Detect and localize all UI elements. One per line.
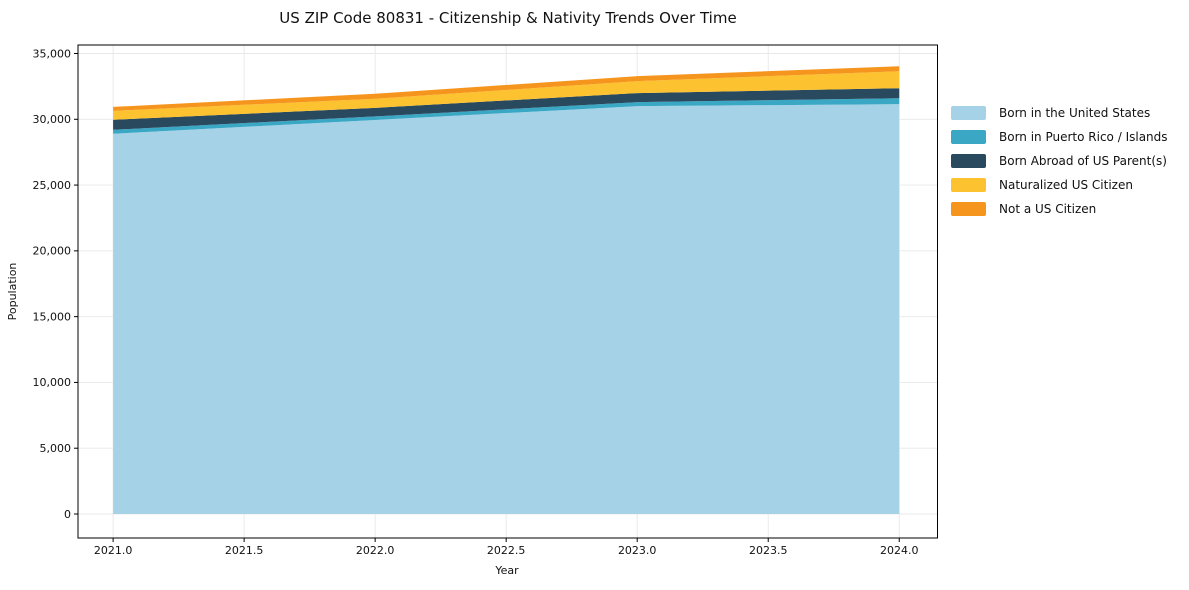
y-tick-label: 30,000 [33,113,72,126]
legend-item-born-abroad-of-us-parent-s: Born Abroad of US Parent(s) [951,149,1168,173]
x-axis-label: Year [494,564,519,577]
legend-swatch-icon [951,106,986,120]
legend-label: Born Abroad of US Parent(s) [999,154,1167,168]
y-axis-label: Population [6,263,19,321]
y-tick-label: 20,000 [33,245,72,258]
legend-swatch-icon [951,130,986,144]
area-naturalized-us-citizen [113,71,900,120]
x-tick-label: 2021.0 [94,544,133,557]
area-born-in-the-united-states [113,104,900,515]
y-tick-label: 15,000 [33,310,72,323]
legend-label: Born in Puerto Rico / Islands [999,130,1168,144]
area-not-a-us-citizen [113,66,900,111]
legend-item-born-in-the-united-states: Born in the United States [951,101,1168,125]
x-tick-label: 2022.0 [356,544,395,557]
legend-item-naturalized-us-citizen: Naturalized US Citizen [951,173,1168,197]
legend-item-not-a-us-citizen: Not a US Citizen [951,197,1168,221]
y-tick-label: 25,000 [33,179,72,192]
legend-label: Naturalized US Citizen [999,178,1133,192]
y-tick-label: 0 [64,508,71,521]
area-born-in-puerto-rico-islands [113,98,900,134]
legend-item-born-in-puerto-rico-islands: Born in Puerto Rico / Islands [951,125,1168,149]
plot-border [77,44,938,539]
x-tick-label: 2024.0 [880,544,919,557]
chart-title: US ZIP Code 80831 - Citizenship & Nativi… [279,9,737,27]
area-born-abroad-of-us-parent-s [113,88,900,130]
legend-swatch-icon [951,178,986,192]
axis-ticks [74,52,900,542]
legend-label: Not a US Citizen [999,202,1097,216]
legend: Born in the United States Born in Puerto … [951,101,1168,221]
area-series-group [113,66,900,515]
legend-swatch-icon [951,154,986,168]
legend-label: Born in the United States [999,106,1151,120]
x-tick-label: 2023.0 [618,544,657,557]
y-tick-label: 35,000 [33,47,72,60]
x-tick-label: 2023.5 [749,544,788,557]
axis-tick-labels: 0 5,000 10,000 15,000 20,000 25,000 30,000 35,0… [33,47,919,557]
y-tick-label: 5,000 [40,442,72,455]
x-tick-label: 2021.5 [225,544,264,557]
legend-swatch-icon [951,202,986,216]
x-tick-label: 2022.5 [487,544,526,557]
y-tick-label: 10,000 [33,376,72,389]
